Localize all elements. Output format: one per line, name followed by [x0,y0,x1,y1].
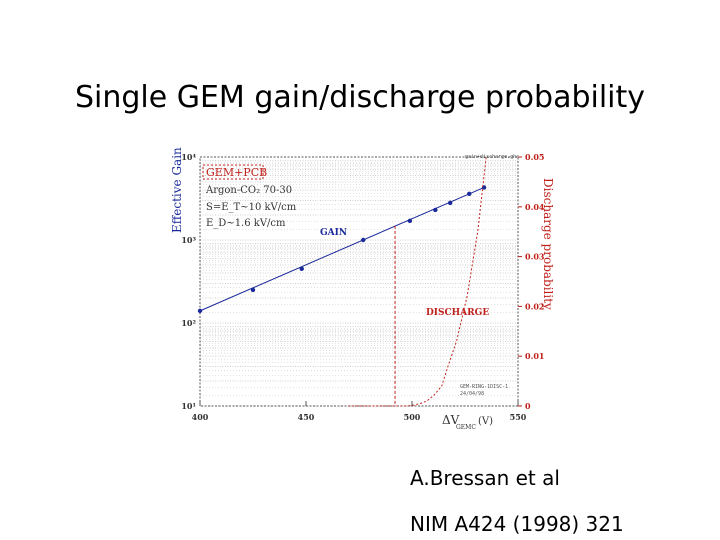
y-right-tick-label: 0.05 [525,152,544,162]
y-left-label: Effective Gain [170,147,184,233]
y-right-tick-label: 0.03 [525,252,545,262]
discharge-series [348,156,487,407]
gain-series [197,185,487,314]
x-label-unit: (V) [478,416,493,427]
y-left-tick-label: 10² [181,318,196,328]
gain-point [467,191,472,197]
discharge-label: DISCHARGE [426,308,489,318]
y-left-tick-label: 10⁴ [181,152,196,162]
gain-label: GAIN [320,228,347,238]
plot-frame [199,156,519,407]
gain-point [447,200,453,206]
inset-header-box [202,164,264,180]
inset-line-1: GEM+PCB [206,166,267,179]
bottom-note-line: 24/04/98 [460,391,484,397]
gain-point [197,308,203,314]
inset-line-2: Argon-CO₂ 70-30 [205,185,292,196]
y-right-tick-label: 0.02 [525,301,544,311]
y-left-tick-label: 10¹ [181,401,196,411]
plot-border [199,156,519,407]
reference-authors: A.Bressan et al [410,466,560,490]
gain-point [299,266,304,271]
x-tick-label: 550 [510,412,527,422]
bottom-note-line: GEM-RING-1DISC-1 [460,384,508,390]
y-right-label: Discharge probability [541,178,555,310]
x-tick-label: 450 [298,412,315,422]
gain-point [407,218,413,224]
gridlines [200,160,518,407]
x-label-prefix: ΔV [442,413,460,427]
bottom-note: GEM-RING-1DISC-1 24/04/98 [460,384,508,397]
gain-point [361,237,366,243]
x-tick-label: 400 [192,412,209,422]
y-right-tick-label: 0 [525,401,531,411]
y-left-tick-label: 10³ [181,235,196,245]
reference-journal: NIM A424 (1998) 321 [410,512,624,536]
discharge-curve [348,156,487,407]
x-tick-label: 500 [404,412,421,422]
x-axis-label: ΔV GEMC (V) [442,413,493,431]
axis-ticks: 400 450 500 550 10⁴ 10³ 10² 10¹ 0.05 0.04 0.03 0.02… [181,152,545,422]
y-right-tick-label: 0.04 [525,202,545,212]
gain-point [433,207,438,213]
y-right-tick-label: 0.01 [525,351,544,361]
slide-title: Single GEM gain/discharge probability [74,80,646,115]
gain-fit-line [199,186,485,312]
gain-point [250,287,256,293]
inset-line-3: S=E_T~10 kV/cm [206,202,297,213]
inset-line-4: E_D~1.6 kV/cm [206,218,286,229]
top-note: gain+discharge.ghs [465,154,519,160]
x-label-subscript: GEMC [456,424,476,431]
